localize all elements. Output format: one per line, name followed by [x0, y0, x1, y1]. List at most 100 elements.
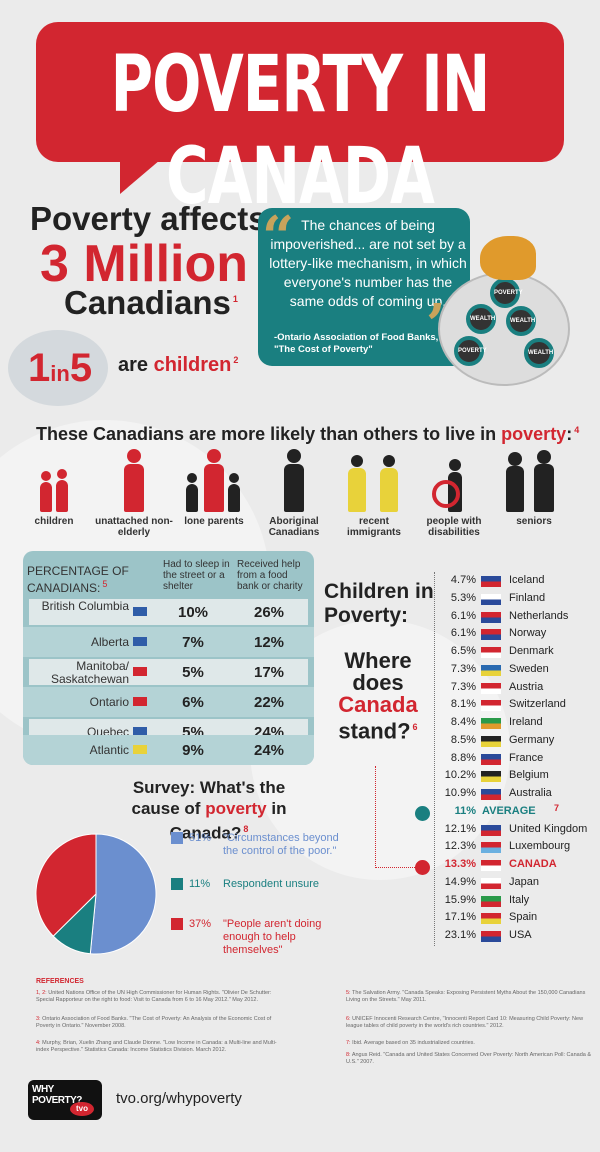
ranking-pct: 8.5% — [450, 733, 476, 746]
legend-text: "Circumstances beyond the control of the… — [223, 832, 339, 857]
children-icon — [14, 450, 94, 512]
question-word: does — [352, 670, 404, 695]
country-name: USA — [509, 929, 532, 941]
ref-number: 3: — [36, 1016, 41, 1022]
ranking-pct: 17.1% — [444, 911, 476, 924]
province-name: British Columbia — [41, 599, 129, 613]
ranking-pct: 15.9% — [444, 893, 476, 906]
country-name: AVERAGE — [482, 804, 536, 817]
table-header-col2: Received help from a food bank or charit… — [237, 559, 303, 592]
country-flag-icon — [481, 860, 501, 871]
survey-title: Survey: What's the cause of poverty in C… — [94, 777, 324, 844]
ref-number: 5: — [346, 990, 351, 996]
shelter-value: 5% — [182, 664, 204, 681]
lottery-ball: WEALTH — [506, 306, 536, 336]
country-flag-icon — [481, 877, 501, 889]
country-flag-icon — [481, 913, 501, 925]
ranking-pct: 8.4% — [450, 716, 476, 728]
country-flag-icon — [481, 700, 501, 712]
quebec-flag-icon — [133, 727, 147, 736]
table-header-col1: Had to sleep in the street or a shelter — [163, 559, 230, 592]
ref-number: 7: — [346, 1040, 351, 1046]
country-name: Luxembourg — [509, 840, 571, 853]
stat-canadians: Canadians — [64, 284, 231, 321]
reference-item: 3: Ontario Association of Food Banks. "T… — [36, 1016, 286, 1030]
ranking-row: 12.3% Luxembourg — [440, 838, 600, 855]
country-name: Sweden — [509, 662, 549, 675]
ref-number: 8: — [346, 1052, 351, 1058]
ontario-flag-icon — [133, 697, 147, 706]
province-name: Alberta — [90, 635, 129, 649]
alberta-flag-icon — [133, 637, 147, 646]
pie-slice-circumstances — [89, 833, 157, 955]
ranking-canada-row: 13.3% CANADA — [440, 856, 600, 873]
reference-item: 7: Ibid. Average based on 35 industriali… — [346, 1040, 596, 1047]
lottery-ball: POVERTY — [454, 336, 487, 366]
ranking-pct: 8.1% — [450, 698, 476, 711]
ranking-title-text: Children in Poverty: — [324, 580, 434, 627]
footnote-marker: 4 — [574, 425, 580, 435]
header-text: PERCENTAGE OF CANADIANS: — [27, 564, 129, 595]
country-name: Australia — [509, 787, 552, 799]
country-flag-icon — [481, 682, 501, 694]
website-link[interactable]: tvo.org/whypoverty — [116, 1090, 242, 1107]
ref-text: Ontario Association of Food Banks. "The … — [36, 1016, 272, 1029]
lottery-ball: WEALTH — [524, 338, 554, 368]
children-label: are children 2 — [118, 354, 238, 377]
lone-parent-icon — [174, 449, 254, 512]
group-label: Aboriginal Canadians — [268, 516, 320, 538]
country-name: Switzerland — [509, 698, 566, 711]
legend-pct: 51% — [189, 832, 212, 844]
groups-title: These Canadians are more likely than oth… — [36, 424, 580, 444]
in-word: in — [50, 361, 70, 386]
ref-text: UNICEF Innocenti Research Centre, "Innoc… — [346, 1016, 584, 1029]
logo-text: WHY POVERTY? — [32, 1084, 82, 1106]
lottery-ball: POVERTY — [490, 278, 523, 308]
country-name: Belgium — [509, 769, 549, 782]
group-label: seniors — [516, 516, 552, 527]
province-name: Ontario — [89, 695, 129, 709]
province-table: PERCENTAGE OF CANADIANS: 5 Had to sleep i… — [23, 551, 314, 765]
country-flag-icon — [481, 611, 501, 623]
ranking-row: 23.1% USA — [440, 927, 600, 944]
country-flag-icon — [481, 576, 501, 587]
country-flag-icon — [481, 629, 501, 641]
shelter-value: 6% — [182, 694, 204, 711]
ranking-row: 8.1% Switzerland — [440, 696, 600, 713]
foodbank-value: 17% — [253, 664, 285, 681]
ranking-pct: 7.3% — [450, 680, 476, 693]
survey-title-suffix: in Canada? — [169, 799, 287, 843]
country-name: Spain — [509, 911, 538, 924]
country-flag-icon — [481, 895, 501, 907]
children-prefix: are — [118, 354, 149, 376]
one-number: 1 — [28, 346, 51, 390]
country-name: Germany — [509, 733, 555, 746]
title-banner: POVERTY IN CANADA — [36, 22, 564, 222]
province-name: Atlantic — [89, 743, 129, 757]
legend-pct: 37% — [189, 918, 212, 930]
country-flag-icon — [481, 789, 501, 800]
ranking-pct: 5.3% — [450, 591, 476, 604]
unattached-adult-icon — [94, 449, 174, 512]
ranking-pct: 23.1% — [444, 929, 476, 941]
ref-number: 4: — [36, 1040, 41, 1046]
ranking-row: 12.1% United Kingdom — [440, 821, 600, 838]
country-name: Norway — [509, 627, 547, 640]
footnote-marker: 7 — [554, 802, 560, 813]
ranking-line — [434, 572, 435, 946]
one-in-five: 1in5 — [28, 346, 92, 391]
country-name: Netherlands — [509, 609, 569, 622]
ranking-row: 10.9% Australia — [440, 785, 600, 802]
ranking-row: 7.3% Austria — [440, 679, 600, 696]
ranking-title: Children in Poverty: — [324, 580, 434, 628]
average-marker — [415, 806, 430, 821]
country-name: CANADA — [509, 858, 557, 870]
quote-text: The chances of being impoverished... are… — [269, 217, 467, 309]
page-title: POVERTY IN CANADA — [110, 38, 491, 222]
why-poverty-logo[interactable]: WHY POVERTY? tvo — [28, 1080, 102, 1120]
footnote-marker: 2 — [233, 355, 239, 366]
foodbank-value: 22% — [253, 694, 285, 711]
ranking-pct: 7.3% — [450, 662, 476, 675]
country-name: Denmark — [509, 645, 554, 657]
